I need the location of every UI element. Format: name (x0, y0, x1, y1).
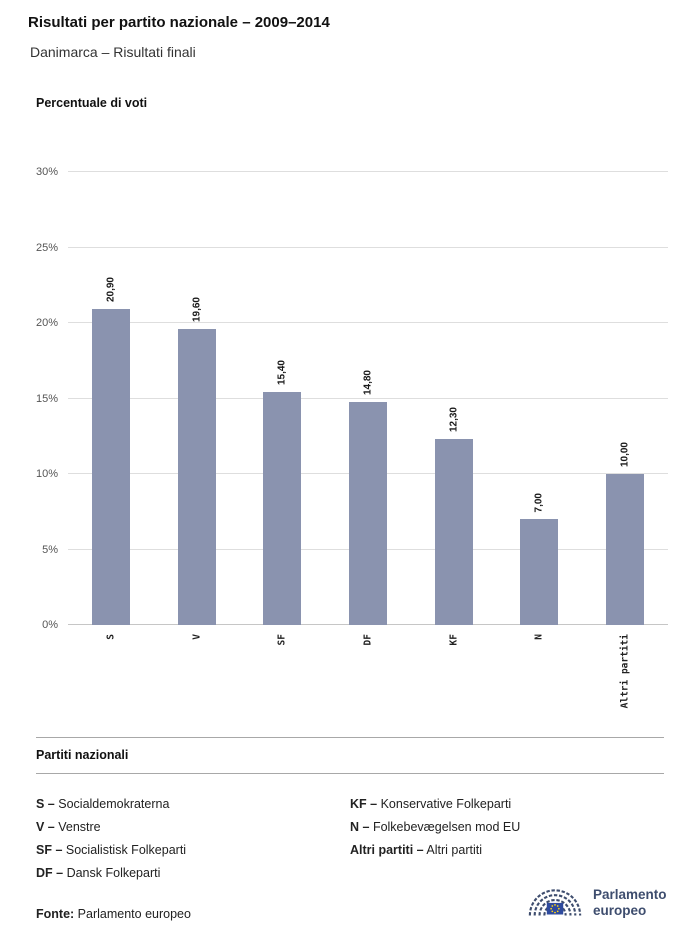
legend-item-label: Venstre (58, 820, 101, 834)
source-note: Fonte: Parlamento europeo (36, 907, 191, 921)
legend-columns: S – Socialdemokraterna V – Venstre SF – … (36, 793, 664, 885)
eu-flag-icon (546, 902, 564, 915)
x-axis-category-label: V (191, 634, 203, 640)
bar-group: 20,90 S (68, 172, 154, 640)
bar-value-label: 7,00 (533, 492, 545, 513)
hemicycle-icon (526, 880, 584, 925)
legend-section: Partiti nazionali S – Socialdemokraterna… (36, 737, 664, 885)
bar (520, 519, 559, 625)
source-label: Fonte: (36, 907, 75, 921)
legend-item-key: DF – (36, 866, 64, 880)
bar-value-label: 20,90 (105, 277, 117, 303)
gridline (68, 246, 668, 248)
bar-group: 12,30 KF (411, 172, 497, 645)
source-value: Parlamento europeo (77, 907, 191, 921)
legend-item: SF – Socialistisk Folkeparti (36, 839, 350, 862)
logo-line2: europeo (593, 902, 647, 918)
bar (434, 439, 473, 625)
legend-item-label: Folkebevægelsen mod EU (372, 820, 521, 834)
legend-item-key: S – (36, 797, 55, 811)
legend-item: KF – Konservative Folkeparti (350, 793, 664, 816)
x-axis-category-label: Altri partiti (619, 634, 631, 709)
y-axis-tick-label: 0% (42, 619, 58, 631)
bar (91, 309, 130, 625)
legend-item: V – Venstre (36, 816, 350, 839)
y-axis-title: Percentuale di voti (36, 96, 148, 110)
legend-item-key: Altri partiti – (350, 843, 424, 857)
legend-item-key: KF – (350, 797, 378, 811)
legend-item-label: Altri partiti (426, 843, 482, 857)
bar-value-label: 15,40 (276, 360, 288, 386)
x-axis-category-label: N (533, 634, 545, 640)
legend-heading: Partiti nazionali (36, 748, 129, 762)
bar-value-label: 12,30 (448, 407, 460, 433)
x-axis-category-label: DF (362, 634, 374, 646)
legend-item-key: N – (350, 820, 370, 834)
gridline (68, 171, 668, 172)
bar (349, 401, 388, 625)
y-axis: 0% 5% 10% 15% 20% 25% 30% (0, 166, 58, 631)
page-subtitle: Danimarca – Risultati finali (30, 44, 196, 60)
bar (177, 329, 216, 625)
y-axis-tick-label: 15% (35, 392, 58, 405)
y-axis-tick-label: 30% (35, 166, 58, 178)
ep-logo: Parlamento europeo (526, 880, 667, 925)
bar-value-label: 14,80 (362, 369, 374, 395)
legend-item-label: Socialistisk Folkeparti (65, 843, 187, 857)
bar (606, 474, 645, 625)
legend-item-key: V – (36, 820, 55, 834)
bar (263, 392, 302, 625)
bar-value-label: 19,60 (191, 297, 203, 323)
legend-header: Partiti nazionali (36, 737, 664, 774)
logo-text: Parlamento europeo (593, 887, 667, 919)
legend-item-label: Dansk Folkeparti (66, 866, 161, 880)
legend-item: N – Folkebevægelsen mod EU (350, 816, 664, 839)
x-axis-category-label: S (105, 634, 117, 640)
x-axis-category-label: KF (448, 634, 460, 646)
y-axis-tick-label: 20% (35, 317, 58, 330)
legend-item: S – Socialdemokraterna (36, 793, 350, 816)
y-axis-tick-label: 5% (42, 543, 58, 556)
page-title: Risultati per partito nazionale – 2009–2… (28, 14, 330, 31)
gridline (68, 397, 668, 399)
logo-line1: Parlamento (593, 886, 667, 902)
bar-group: 10,00 Altri partiti (582, 172, 668, 708)
legend-item-label: Konservative Folkeparti (380, 797, 512, 811)
legend-column-left: S – Socialdemokraterna V – Venstre SF – … (36, 793, 350, 885)
legend-item-label: Socialdemokraterna (58, 797, 170, 811)
bar-series: 20,90 S 19,60 V 15,40 SF 14,80 DF 12,30 KF 7,00 N 10… (68, 172, 668, 708)
bar-group: 19,60 V (154, 172, 240, 640)
legend-item-key: SF – (36, 843, 63, 857)
y-axis-tick-label: 25% (35, 241, 58, 254)
legend-item: DF – Dansk Folkeparti (36, 862, 350, 885)
x-axis-category-label: SF (276, 634, 288, 646)
bar-group: 14,80 DF (325, 172, 411, 645)
legend-column-right: KF – Konservative Folkeparti N – Folkebe… (350, 793, 664, 885)
legend-item: Altri partiti – Altri partiti (350, 839, 664, 862)
y-axis-tick-label: 10% (35, 468, 58, 481)
bar-group: 7,00 N (497, 172, 583, 640)
gridline (68, 322, 668, 324)
bar-value-label: 10,00 (619, 441, 631, 468)
bar-group: 15,40 SF (239, 172, 325, 645)
plot-area: 20,90 S 19,60 V 15,40 SF 14,80 DF 12,30 KF 7,00 N 10… (68, 171, 668, 708)
